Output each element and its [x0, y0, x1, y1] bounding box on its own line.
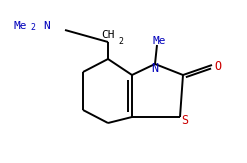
Text: 2: 2: [30, 23, 35, 32]
Text: CH: CH: [101, 30, 115, 40]
Text: N: N: [44, 21, 50, 31]
Text: Me: Me: [13, 21, 27, 31]
Text: O: O: [214, 60, 222, 74]
Text: 2: 2: [118, 37, 123, 46]
Text: Me: Me: [152, 36, 166, 46]
Text: N: N: [151, 61, 159, 74]
Text: S: S: [182, 114, 188, 127]
